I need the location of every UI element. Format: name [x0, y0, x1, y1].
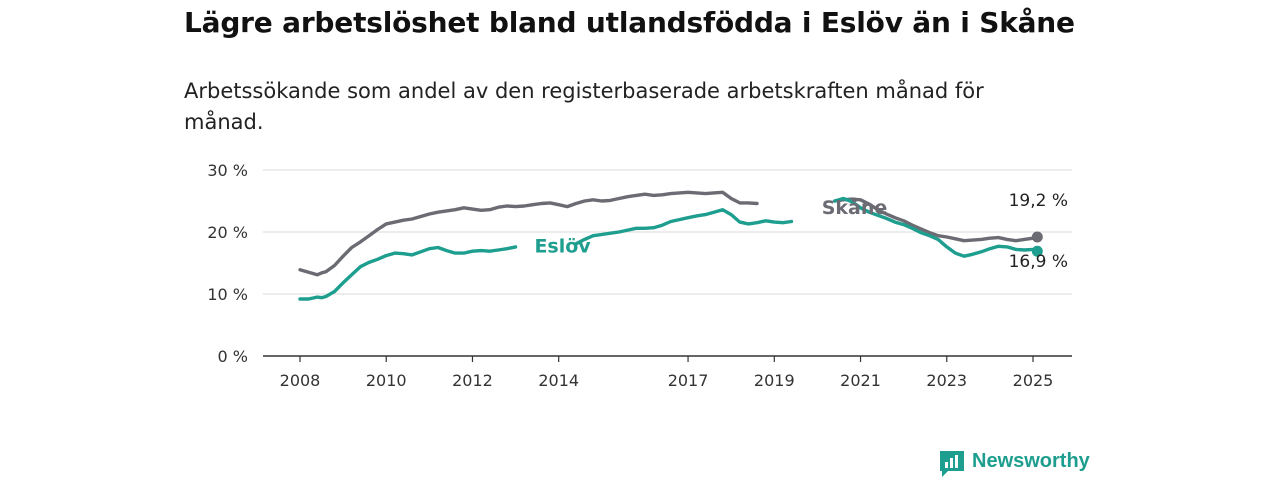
x-tick-label: 2010 [366, 371, 407, 390]
newsworthy-logo-icon [940, 451, 964, 477]
chart-subtitle: Arbetssökande som andel av den registerb… [184, 79, 984, 134]
x-tick-label: 2012 [452, 371, 493, 390]
series-labels: 19,2 % Skåne 16,9 % Eslöv [534, 191, 1068, 272]
x-tick-label: 2008 [280, 371, 321, 390]
grid-lines [263, 169, 1072, 295]
y-tick-label: 10 % [207, 285, 248, 304]
y-tick-label: 30 % [207, 161, 248, 180]
series-lines [298, 190, 1043, 301]
end-point-esl-v [1031, 245, 1043, 257]
x-axis: 2008 2010 2012 2014 2017 2019 2021 2023 2025 [263, 355, 1072, 390]
line-chart: 0 % 10 % 20 % 30 % 2008 2010 2012 2014 2017 2019… [207, 161, 1072, 390]
brand-name: Newsworthy [972, 450, 1090, 472]
end-point-sk-ne [1031, 231, 1043, 243]
series-label-sk-ne: Skåne [822, 195, 888, 219]
y-tick-label: 0 % [218, 347, 248, 366]
series-line-esl-v [298, 196, 1039, 301]
chart-title: Lägre arbetslöshet bland utlandsfödda i … [184, 6, 1075, 39]
end-label-sk-ne: 19,2 % [1009, 191, 1068, 211]
series-label-esl-v: Eslöv [534, 236, 591, 258]
y-axis-ticks: 0 % 10 % 20 % 30 % [207, 161, 248, 366]
end-label-esl-v: 16,9 % [1009, 252, 1068, 272]
x-tick-label: 2021 [840, 371, 881, 390]
x-tick-label: 2019 [754, 371, 795, 390]
series-line-sk-ne [298, 190, 1039, 277]
newsworthy-logo: Newsworthy [938, 448, 1098, 480]
x-tick-label: 2014 [538, 371, 579, 390]
x-tick-label: 2025 [1013, 371, 1054, 390]
y-tick-label: 20 % [207, 223, 248, 242]
x-tick-label: 2023 [926, 371, 967, 390]
x-tick-label: 2017 [668, 371, 709, 390]
